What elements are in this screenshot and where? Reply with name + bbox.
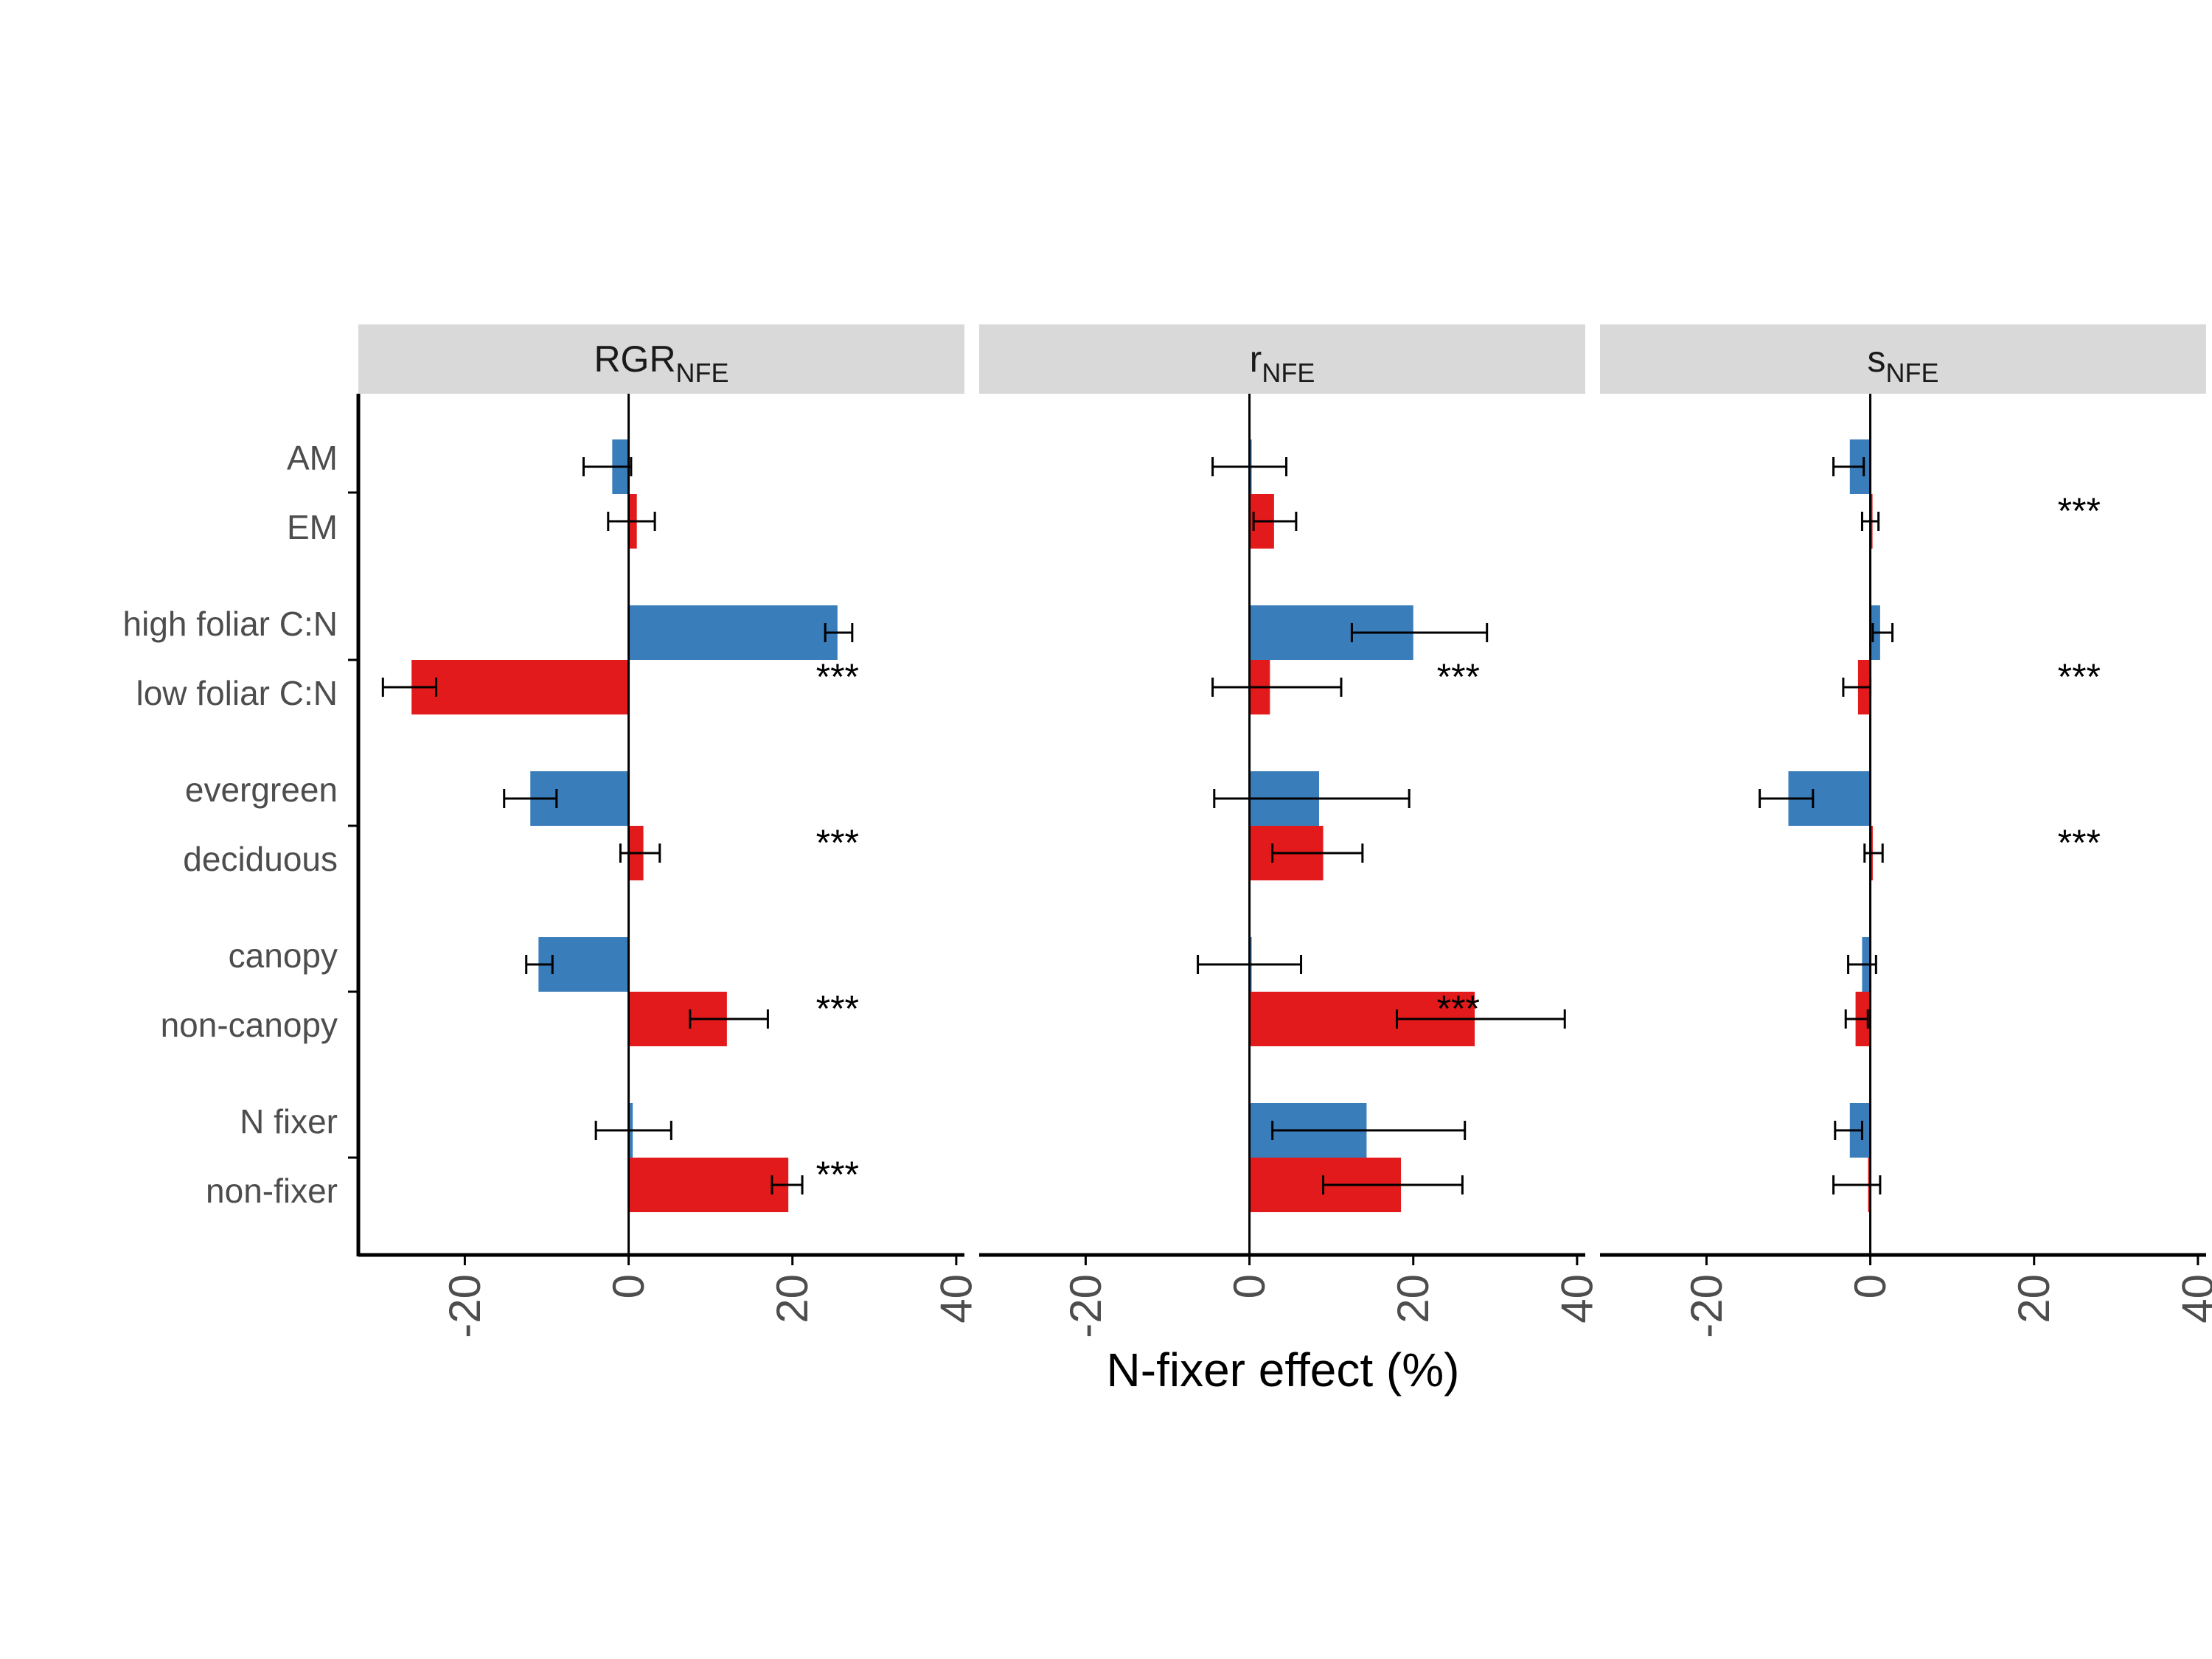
panel-title-main: r — [1250, 338, 1262, 380]
category-label: N fixer — [240, 1102, 338, 1141]
category-label: canopy — [229, 936, 338, 975]
x-tick-label: 0 — [1225, 1274, 1274, 1298]
panel-title: rNFE — [1250, 338, 1315, 388]
significance-marker: *** — [1437, 988, 1480, 1029]
significance-marker: *** — [816, 1154, 859, 1195]
x-axis-title: N-fixer effect (%) — [1107, 1343, 1460, 1397]
panel-title: sNFE — [1868, 338, 1939, 388]
bar-first — [628, 605, 838, 660]
panel-title-main: RGR — [594, 338, 675, 380]
panel-title-main: s — [1868, 338, 1886, 380]
category-label: AM — [287, 439, 338, 477]
x-tick-label: 40 — [1552, 1274, 1601, 1324]
panel-1: RGRNFE -20 0 20 40 *** *** *** *** — [356, 324, 981, 1338]
category-label: deciduous — [183, 840, 338, 878]
panels: RGRNFE-20 0 20 40************rNFE-20 0 20 40**… — [356, 324, 2212, 1338]
category-label: evergreen — [185, 771, 338, 809]
category-label: non-fixer — [206, 1172, 338, 1210]
panel-title-subscript: NFE — [1886, 358, 1939, 388]
x-tick-label: -20 — [1682, 1274, 1731, 1338]
panel-strip — [358, 324, 964, 394]
x-tick-label: 40 — [2173, 1274, 2212, 1324]
panel-strip — [1600, 324, 2206, 394]
category-label: high foliar C:N — [123, 605, 338, 643]
category-label: non-canopy — [161, 1006, 338, 1044]
x-tick-label: 0 — [604, 1274, 653, 1298]
significance-marker: *** — [816, 656, 859, 698]
x-tick-label: 0 — [1846, 1274, 1895, 1298]
row-labels: AM EM high foliar C:N low foliar C:N evergre… — [123, 439, 358, 1210]
x-tick-label: 20 — [768, 1274, 817, 1324]
bar-second — [628, 1158, 789, 1212]
significance-marker: *** — [2058, 822, 2101, 863]
panel-3: sNFE -20 0 20 40 *** *** *** — [1600, 324, 2212, 1338]
x-tick-label: 40 — [931, 1274, 981, 1324]
panel-title: RGRNFE — [594, 338, 728, 388]
category-label: EM — [287, 508, 338, 546]
significance-marker: *** — [816, 822, 859, 863]
significance-marker: *** — [2058, 656, 2101, 698]
x-tick-label: 20 — [1388, 1274, 1438, 1324]
x-tick-label: 20 — [2009, 1274, 2059, 1324]
category-label: low foliar C:N — [136, 674, 338, 712]
significance-marker: *** — [816, 988, 859, 1029]
x-tick-label: -20 — [1061, 1274, 1110, 1338]
panel-title-subscript: NFE — [676, 358, 729, 388]
significance-marker: *** — [2058, 490, 2101, 532]
x-tick-label: -20 — [440, 1274, 490, 1338]
significance-marker: *** — [1437, 656, 1480, 698]
bar-second — [411, 660, 629, 714]
panel-2: rNFE -20 0 20 40 *** *** — [979, 324, 1601, 1338]
panel-title-subscript: NFE — [1262, 358, 1315, 388]
panel-strip — [979, 324, 1585, 394]
